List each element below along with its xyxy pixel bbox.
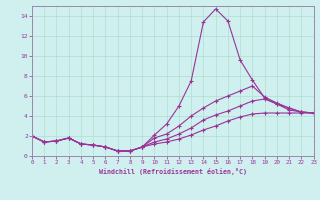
X-axis label: Windchill (Refroidissement éolien,°C): Windchill (Refroidissement éolien,°C) — [99, 168, 247, 175]
